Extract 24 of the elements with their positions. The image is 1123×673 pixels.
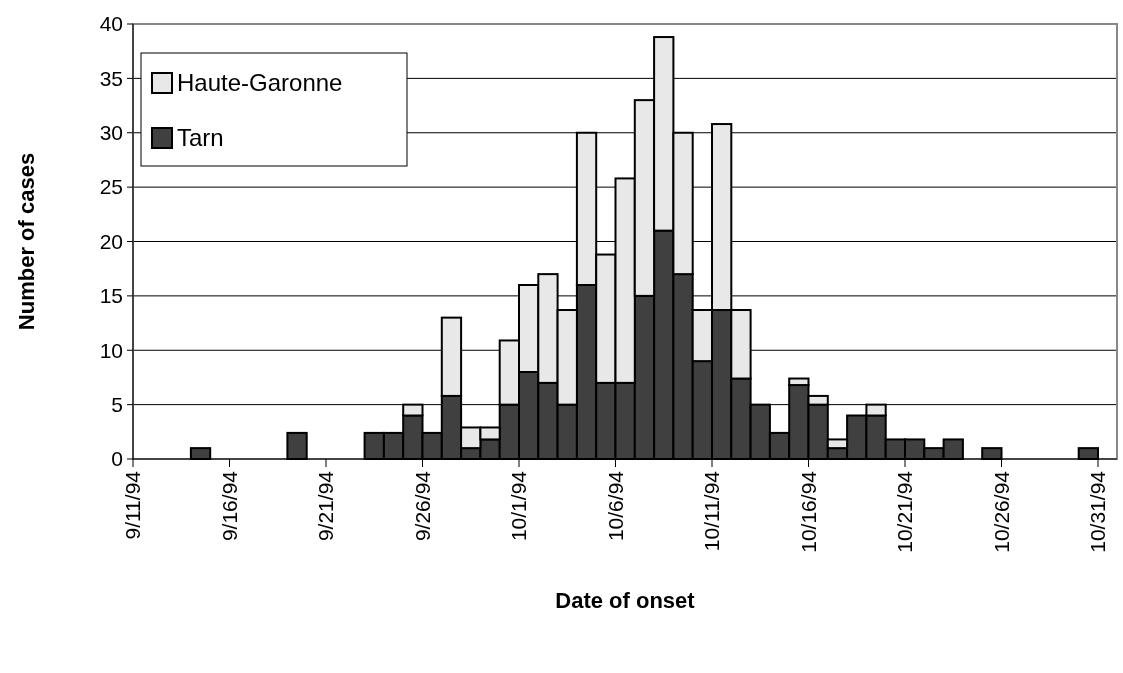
y-tick-label: 30 (99, 121, 123, 145)
y-tick-label: 40 (99, 12, 123, 36)
y-axis-title: Number of cases (14, 152, 39, 331)
y-tick-label: 15 (99, 284, 123, 308)
y-tick-label: 35 (99, 66, 123, 90)
x-tick-label: 10/16/94 (796, 470, 820, 553)
x-tick-label: 9/16/94 (217, 470, 241, 542)
legend-label: Haute-Garonne (177, 69, 343, 97)
y-tick-label: 0 (111, 447, 123, 471)
x-tick-label: 10/1/94 (507, 470, 531, 542)
x-tick-label: 9/26/94 (410, 470, 434, 542)
legend-label: Tarn (177, 124, 224, 152)
y-tick-label: 5 (111, 392, 123, 416)
x-tick-label: 10/6/94 (603, 470, 627, 542)
x-tick-label: 9/21/94 (314, 470, 338, 542)
y-tick-label: 20 (99, 229, 123, 253)
x-tick-label: 10/26/94 (989, 470, 1013, 553)
y-tick-label: 25 (99, 175, 123, 199)
x-tick-label: 10/11/94 (700, 470, 724, 552)
y-tick-label: 10 (99, 338, 123, 362)
x-tick-label: 10/31/94 (1086, 470, 1110, 553)
x-axis-title: Date of onset (555, 588, 696, 613)
x-tick-label: 10/21/94 (893, 470, 917, 553)
x-tick-label: 9/11/94 (121, 470, 145, 540)
